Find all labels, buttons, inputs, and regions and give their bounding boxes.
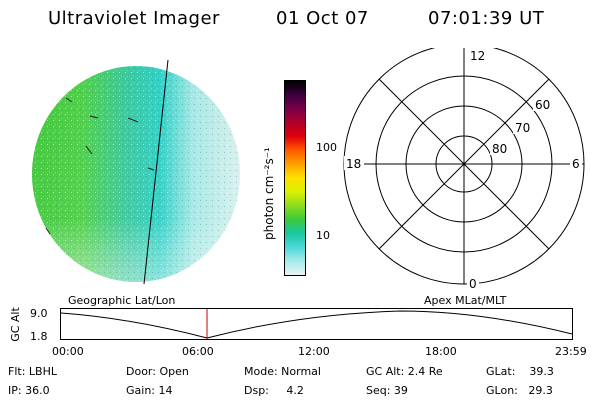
glat-status: GLat: 39.3 [486, 365, 554, 378]
time-label: 07:01:39 UT [428, 8, 545, 29]
app-title: Ultraviolet Imager [48, 8, 220, 29]
timeline-x-tick-2359: 23:59 [555, 345, 587, 358]
timeline-x-tick-0600: 06:00 [182, 345, 214, 358]
timeline-x-tick-1800: 18:00 [425, 345, 457, 358]
mlt-label-0: 0 [469, 277, 477, 291]
dsp-status: Dsp: 4.2 [244, 384, 304, 397]
timeline-x-tick-1200: 12:00 [298, 345, 330, 358]
mlt-label-12: 12 [470, 49, 485, 63]
gc-alt-status: GC Alt: 2.4 Re [366, 365, 443, 378]
seq-status: Seq: 39 [366, 384, 408, 397]
mlt-label-18: 18 [346, 157, 361, 171]
colorbar-tick-100: 100 [316, 141, 337, 154]
ip-status: IP: 36.0 [8, 384, 50, 397]
altitude-timeline-plot [60, 308, 573, 340]
lat-label-70: 70 [515, 121, 530, 135]
mode-status: Mode: Normal [244, 365, 321, 378]
timeline-right-caption: Apex MLat/MLT [424, 294, 507, 307]
lat-label-60: 60 [535, 98, 550, 112]
polar-mlat-mlt-grid: 12 18 6 0 60 70 80 [343, 48, 585, 291]
color-scale-bar [284, 80, 306, 276]
filter-status: Flt: LBHL [8, 365, 57, 378]
colorbar-tick-10: 10 [316, 229, 330, 242]
gain-status: Gain: 14 [126, 384, 173, 397]
date-label: 01 Oct 07 [276, 8, 369, 29]
door-status: Door: Open [126, 365, 189, 378]
timeline-x-tick-0000: 00:00 [52, 345, 84, 358]
colorbar-unit-label: photon cm⁻²s⁻¹ [262, 147, 276, 240]
mlt-label-6: 6 [572, 157, 580, 171]
lat-label-80: 80 [492, 142, 507, 156]
glon-status: GLon: 29.3 [486, 384, 553, 397]
timeline-left-caption: Geographic Lat/Lon [68, 294, 176, 307]
uv-earth-image [32, 59, 240, 285]
timeline-y-axis-label: GC Alt [8, 307, 22, 342]
timeline-y-tick-high: 9.0 [30, 307, 48, 320]
timeline-y-tick-low: 1.8 [30, 330, 48, 343]
